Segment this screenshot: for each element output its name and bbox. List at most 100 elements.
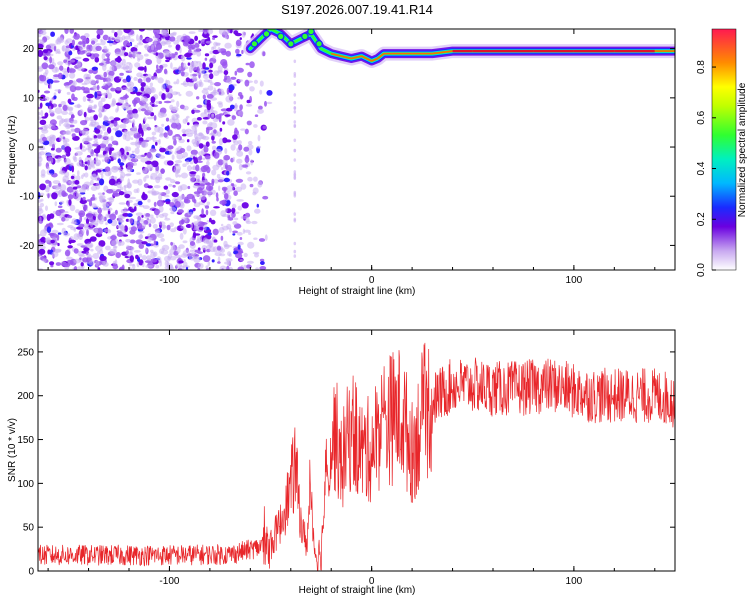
noise-blob [82,57,90,62]
track-hotspot [250,39,259,48]
noise-blob [79,142,83,150]
noise-blob [240,183,247,190]
noise-blob [114,35,121,43]
noise-blob [143,116,147,122]
noise-blob [170,99,175,103]
noise-blob [73,119,78,124]
noise-blob [95,43,102,46]
noise-blob [130,91,137,95]
noise-blob [189,241,196,246]
noise-blob [205,40,213,44]
noise-blob [165,189,170,195]
noise-blob [255,267,259,270]
noise-blob [204,205,210,209]
noise-blob [248,232,252,235]
noise-blob [202,157,206,161]
noise-blob [106,126,112,134]
noise-blob [106,40,114,44]
noise-blob [262,195,269,200]
noise-blob [193,215,200,220]
noise-blob [206,103,212,111]
noise-blob [135,254,139,260]
noise-blob [126,43,132,46]
noise-blob [81,149,87,152]
noise-blob [49,143,53,147]
colorbar-tick-label: 0.8 [696,60,707,74]
noise-blob [200,112,208,118]
noise-blob [65,61,72,66]
noise-blob [293,212,297,216]
noise-blob [246,120,252,126]
noise-blob [100,174,104,179]
noise-blob [217,101,223,105]
noise-blob [210,132,215,136]
noise-blob [97,192,103,196]
noise-blob [170,106,177,112]
noise-blob [128,196,137,200]
noise-blob [206,94,214,99]
noise-blob [134,206,137,212]
noise-blob [253,208,261,214]
noise-blob [163,68,168,75]
noise-blob [186,157,193,161]
noise-blob [79,47,84,51]
noise-blob [216,174,221,179]
noise-blob [176,196,182,202]
noise-blob [293,93,297,97]
noise-blob [60,101,66,106]
noise-blob [52,80,60,83]
noise-blob [163,194,170,198]
noise-blob [224,42,232,49]
noise-blob [44,238,50,242]
noise-blob [143,53,149,57]
noise-blob [49,261,55,266]
noise-blob [170,246,176,250]
noise-blob [199,81,204,88]
noise-blob [87,238,93,242]
noise-blob [192,184,200,189]
noise-blob [259,89,263,95]
noise-blob [223,187,226,194]
noise-blob [45,179,50,184]
track-hotspot [301,32,309,41]
noise-blob [82,38,90,44]
noise-blob [38,127,43,130]
noise-blob [212,46,217,50]
noise-blob [137,200,143,206]
noise-blob [69,124,75,128]
noise-blob [77,170,80,176]
track-core-segment [351,55,362,60]
noise-blob [110,135,114,142]
noise-blob [125,218,130,222]
noise-blob [209,240,213,248]
noise-blob [106,189,114,194]
noise-blob [153,115,157,121]
noise-blob [54,201,58,207]
noise-blob [187,185,191,190]
noise-blob [90,248,94,252]
noise-blob [106,80,111,86]
noise-blob [213,129,217,134]
noise-blob [293,241,297,246]
noise-blob [100,135,107,140]
noise-blob [183,105,189,111]
noise-blob [152,135,155,141]
noise-blob [113,156,118,159]
track-hotspot [262,30,271,38]
noise-blob [189,175,196,182]
noise-blob [82,128,90,136]
noise-blob [178,265,185,270]
noise-blob [175,91,181,95]
noise-blob [170,122,178,129]
noise-blob [133,76,138,81]
noise-blob [194,127,198,134]
noise-blob [202,62,206,70]
noise-blob [186,133,193,137]
noise-blob [158,213,165,218]
noise-blob [63,118,71,123]
noise-blob [205,141,210,147]
noise-blob [83,79,90,85]
noise-blob [98,100,103,108]
noise-blob [189,171,197,175]
